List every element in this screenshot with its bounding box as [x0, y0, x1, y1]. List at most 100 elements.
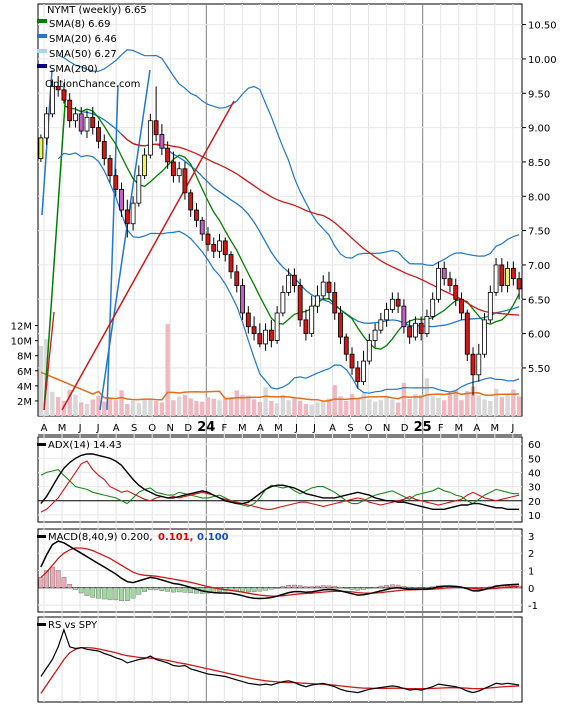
- candle: [459, 292, 464, 320]
- candle: [73, 107, 78, 128]
- sma8-ramp: [43, 89, 67, 411]
- candle-body: [101, 140, 107, 159]
- axis-labels: A M J J A S O N D 24 F M A M J J A S O N D 25 F M A M J10.5010.009…: [11, 21, 557, 612]
- month-label: N: [166, 423, 173, 434]
- macd-label: MACD(8,40,9) 0.200,: [48, 532, 153, 543]
- volume-bar: [240, 394, 245, 416]
- candle-body: [153, 120, 159, 135]
- candle: [136, 165, 142, 207]
- candle: [349, 347, 355, 375]
- plus-di-line: [40, 468, 520, 507]
- candle-body: [205, 233, 211, 245]
- candle-body: [222, 240, 228, 256]
- volume-bar: [142, 398, 147, 416]
- candle: [257, 323, 263, 348]
- macd-signal-label: 0.101,: [158, 532, 193, 543]
- volume-bar: [516, 396, 522, 416]
- macd-histogram-bar: [326, 585, 332, 588]
- candle-body: [142, 154, 148, 177]
- candle-body: [412, 322, 418, 338]
- macd-tick-label: 3: [528, 532, 534, 543]
- macd-histogram-bar: [165, 587, 171, 592]
- legend-sma50: SMA(50) 6.27: [49, 49, 117, 60]
- macd-histogram-bar: [309, 586, 315, 588]
- macd-histogram-bar: [142, 587, 147, 592]
- candle-body: [113, 175, 119, 190]
- month-label: 24: [197, 420, 215, 435]
- candle: [84, 110, 90, 138]
- volume-bar: [182, 394, 188, 416]
- macd-histogram-bar: [84, 587, 90, 596]
- candle-body: [217, 240, 222, 252]
- macd-histogram-bar: [159, 587, 165, 591]
- macd-histogram-bar: [424, 587, 430, 589]
- macd-histogram-bar: [182, 587, 188, 593]
- month-label: J: [96, 423, 100, 434]
- candle: [441, 261, 447, 286]
- candle: [130, 196, 136, 231]
- sma20-line: [75, 108, 520, 328]
- macd-histogram-bar: [119, 587, 124, 601]
- candle-body: [78, 113, 84, 132]
- rs-average-line: [40, 646, 520, 694]
- candle-body: [459, 298, 464, 314]
- volume-bar: [130, 400, 136, 416]
- macd-line: [40, 540, 520, 600]
- candle-body: [338, 312, 343, 338]
- month-label: J: [294, 423, 298, 434]
- candle-body: [251, 326, 257, 335]
- volume-bar: [205, 397, 211, 416]
- legend-swatch-sma20: [37, 34, 47, 38]
- month-label: M: [491, 423, 500, 434]
- candle-body: [499, 264, 505, 286]
- volume-bar: [269, 400, 274, 416]
- macd-histogram-bar: [372, 586, 378, 589]
- candle-body: [378, 319, 384, 331]
- candle: [436, 261, 441, 303]
- candle: [159, 124, 165, 156]
- candle: [499, 258, 505, 293]
- volume-bar: [367, 399, 372, 416]
- candle: [482, 313, 487, 358]
- candle-body: [291, 274, 297, 286]
- macd-histogram-bar: [107, 587, 113, 601]
- volume-bar: [79, 402, 84, 416]
- macd-histogram-bar: [245, 587, 251, 593]
- volume-bar: [90, 399, 95, 416]
- volume-bar: [482, 399, 487, 416]
- macd-histogram-bar: [263, 587, 268, 591]
- volume-bar: [499, 397, 505, 416]
- macd-histogram-bar: [303, 586, 309, 588]
- month-label: A: [257, 423, 264, 434]
- volume-bar: [176, 396, 182, 416]
- volume-bar: [234, 390, 239, 416]
- candle: [401, 299, 407, 334]
- candle-body: [268, 329, 274, 341]
- macd-histogram-bar: [292, 584, 297, 588]
- volume-bar: [442, 400, 447, 416]
- sma-long-ramp-2: [43, 311, 55, 411]
- month-label: M: [454, 423, 463, 434]
- macd-histogram-bar: [384, 585, 389, 588]
- candle: [211, 237, 217, 259]
- volume-bar: [38, 345, 44, 416]
- candle: [217, 234, 222, 259]
- month-label: J: [312, 423, 316, 434]
- candle: [170, 151, 176, 183]
- macd-histogram-bar: [130, 587, 136, 599]
- macd-tick-label: 0: [528, 584, 534, 595]
- candle-body: [211, 243, 217, 252]
- candle-body: [55, 86, 61, 91]
- price-legend: NYMT (weekly) 6.65 SMA(8) 6.69 SMA(20) 6…: [37, 5, 147, 90]
- volume-bar: [223, 397, 228, 416]
- candle: [38, 134, 44, 162]
- candle: [470, 347, 476, 396]
- candle: [309, 295, 315, 338]
- volume-bar: [459, 400, 464, 416]
- volume-bar: [165, 324, 170, 416]
- candle: [476, 343, 482, 382]
- volume-bar: [338, 396, 343, 416]
- volume-bar: [401, 382, 407, 416]
- month-label: D: [401, 423, 409, 434]
- macd-histogram-bar: [251, 587, 257, 592]
